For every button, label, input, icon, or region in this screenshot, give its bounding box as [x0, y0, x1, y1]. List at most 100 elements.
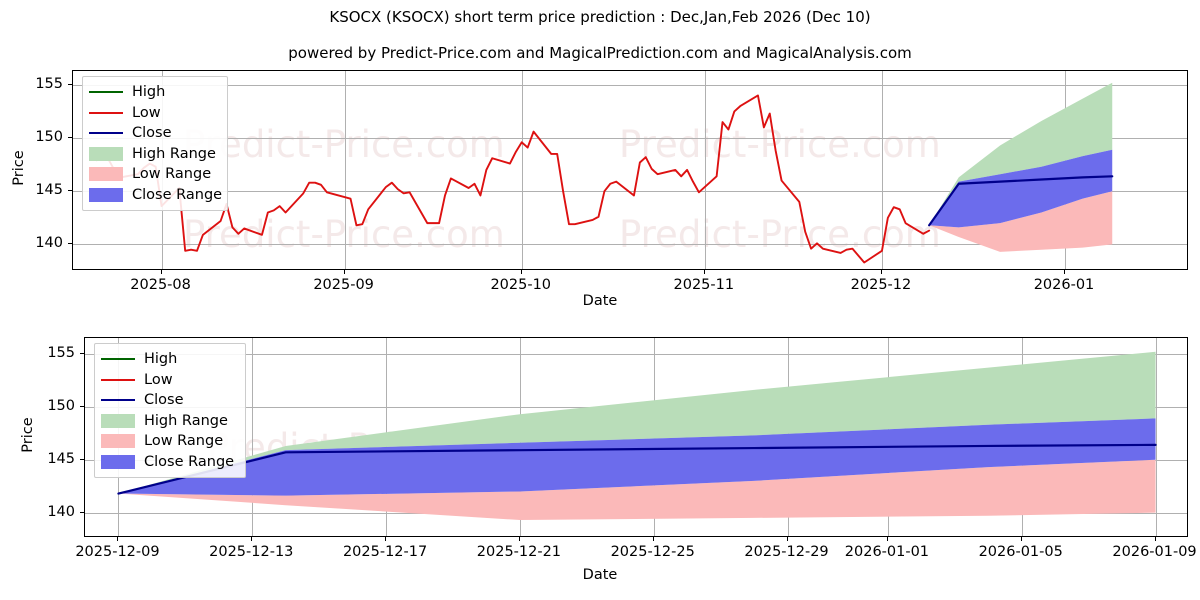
x-axis-tick-label: 2025-12: [850, 277, 912, 293]
legend-item-label: Close Range: [132, 186, 223, 203]
x-axis-tick-label: 2026-01-09: [1112, 544, 1197, 560]
legend-line-swatch-icon: [101, 352, 135, 366]
legend-line-swatch-icon: [89, 85, 123, 99]
y-axis-tick-mark: [80, 458, 84, 460]
close-range-band: [929, 149, 1113, 228]
legend-item-label: Low: [132, 104, 161, 121]
low-range-band: [118, 459, 1156, 521]
y-axis-tick-label: 145: [35, 182, 63, 199]
grid-line-vertical: [344, 71, 346, 269]
legend-item-label: Low Range: [144, 433, 224, 449]
x-axis-tick-label: 2025-12-25: [610, 544, 695, 560]
legend-patch-swatch-icon: [89, 146, 123, 161]
y-axis-tick-label: 150: [47, 397, 75, 414]
legend-item-label: Low: [144, 371, 173, 388]
legend-line-swatch-icon: [101, 393, 135, 407]
legend-item-label: Close: [132, 125, 172, 141]
detail-legend-item: Close Range: [101, 452, 237, 473]
x-axis-tick-mark: [886, 537, 888, 541]
overview-legend: High Low Close High Range Low Range Close Ran…: [82, 76, 228, 211]
historical-low-line: [95, 94, 931, 264]
x-axis-tick-label: 2026-01-05: [978, 544, 1063, 560]
detail-legend-item: Close: [101, 390, 237, 411]
y-axis-tick-mark: [68, 83, 72, 85]
series-layer: [95, 82, 1114, 264]
x-axis-tick-mark: [251, 537, 253, 541]
detail-legend-item: High: [101, 349, 237, 370]
x-axis-tick-label: 2025-12-21: [476, 544, 562, 560]
x-axis-tick-mark: [652, 537, 654, 541]
legend-patch-swatch-icon: [101, 434, 135, 449]
page-subtitle: powered by Predict-Price.com and Magical…: [288, 44, 912, 62]
legend-item-label: Close: [144, 392, 184, 408]
y-axis-tick-label: 145: [47, 450, 75, 467]
overview-x-axis-title: Date: [582, 293, 618, 309]
legend-item-label: High Range: [144, 412, 228, 429]
x-axis-tick-label: 2025-10: [490, 277, 552, 293]
overview-chart-panel: Predict-Price.com Predict-Price.com Predic…: [0, 60, 1200, 320]
close-range-band: [118, 418, 1156, 496]
detail-y-axis-title: Price: [20, 417, 36, 453]
x-axis-tick-label: 2025-12-17: [342, 544, 428, 560]
detail-legend-item: Low Range: [101, 431, 237, 452]
y-axis-tick-mark: [80, 405, 84, 407]
x-axis-tick-mark: [1064, 270, 1065, 274]
high-range-band: [929, 82, 1113, 226]
legend-patch-swatch-icon: [89, 187, 123, 202]
x-axis-tick-label: 2025-09: [313, 277, 374, 293]
y-axis-tick-mark: [80, 352, 84, 354]
grid-line-horizontal: [85, 353, 1187, 355]
high-range-band: [118, 351, 1156, 494]
legend-patch-swatch-icon: [101, 413, 135, 428]
x-axis-tick-mark: [385, 537, 387, 541]
legend-item-label: Low Range: [132, 166, 212, 182]
overview-legend-item: High: [89, 82, 219, 103]
forecast-close-line: [928, 175, 1114, 227]
x-axis-tick-label: 2025-12-29: [744, 544, 829, 560]
x-axis-tick-mark: [117, 537, 119, 541]
y-axis-tick-label: 150: [35, 129, 63, 146]
series-layer: [117, 351, 1157, 521]
x-axis-tick-label: 2026-01-01: [844, 544, 930, 560]
x-axis-tick-label: 2025-12-13: [209, 544, 294, 560]
legend-line-swatch-icon: [101, 373, 135, 387]
legend-item-label: Close Range: [144, 453, 235, 470]
y-axis-tick-label: 140: [47, 503, 75, 520]
x-axis-tick-mark: [520, 270, 522, 274]
x-axis-tick-label: 2026-01: [1033, 277, 1095, 293]
grid-line-horizontal: [73, 244, 1187, 246]
x-axis-tick-mark: [160, 270, 162, 274]
grid-line-horizontal: [73, 138, 1187, 140]
x-axis-tick-label: 2025-08: [130, 277, 191, 293]
grid-line-vertical: [252, 338, 254, 536]
y-axis-tick-mark: [68, 137, 72, 139]
page-title: KSOCX (KSOCX) short term price predictio…: [329, 8, 871, 26]
detail-legend-item: High Range: [101, 411, 237, 432]
y-axis-tick-label: 140: [35, 235, 63, 252]
grid-line-vertical: [521, 71, 523, 269]
low-range-band: [929, 191, 1113, 252]
legend-item-label: High: [132, 84, 166, 100]
overview-legend-item: Close Range: [89, 185, 223, 206]
y-axis-tick-mark: [80, 511, 84, 513]
grid-line-horizontal: [73, 84, 1187, 86]
x-axis-tick-mark: [1020, 537, 1022, 541]
legend-item-label: High: [144, 351, 178, 367]
y-axis-tick-label: 155: [35, 75, 63, 92]
y-axis-tick-label: 155: [47, 344, 75, 361]
forecast-detail-legend: High Low Close High Range Low Range Close Ran…: [94, 343, 246, 478]
x-axis-tick-label: 2025-12-09: [75, 544, 160, 560]
overview-legend-item: Close: [89, 123, 219, 144]
legend-line-swatch-icon: [89, 126, 123, 140]
y-axis-tick-mark: [68, 190, 72, 192]
y-axis-tick-mark: [68, 243, 72, 245]
overview-legend-item: Low Range: [89, 164, 219, 185]
x-axis-tick-mark: [786, 537, 788, 541]
overview-legend-item: High Range: [89, 144, 219, 165]
x-axis-tick-mark: [343, 270, 345, 274]
grid-line-vertical: [1155, 338, 1157, 536]
x-axis-tick-mark: [703, 270, 705, 274]
grid-line-vertical: [704, 71, 706, 269]
